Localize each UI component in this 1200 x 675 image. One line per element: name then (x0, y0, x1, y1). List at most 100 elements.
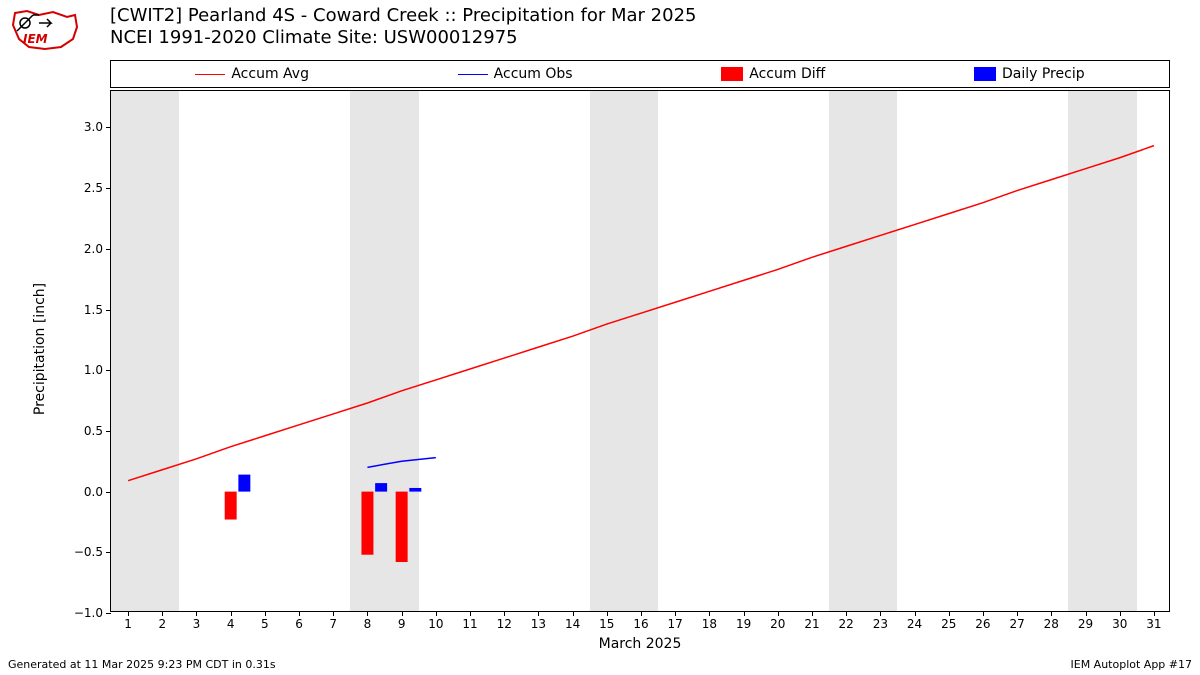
title-line-2: NCEI 1991-2020 Climate Site: USW00012975 (110, 27, 697, 49)
y-tick-mark (106, 370, 111, 371)
x-tick-label: 5 (261, 617, 269, 631)
x-tick-mark (573, 611, 574, 616)
x-tick-label: 1 (124, 617, 132, 631)
x-tick-mark (812, 611, 813, 616)
chart-legend: Accum Avg Accum Obs Accum Diff Daily Precip (110, 60, 1170, 88)
legend-label: Accum Diff (749, 66, 825, 82)
x-tick-label: 19 (736, 617, 751, 631)
title-line-1: [CWIT2] Pearland 4S - Coward Creek :: Pr… (110, 5, 697, 27)
y-tick-mark (106, 552, 111, 553)
y-tick-mark (106, 188, 111, 189)
legend-label: Daily Precip (1002, 66, 1085, 82)
x-tick-mark (675, 611, 676, 616)
legend-item: Accum Diff (721, 66, 825, 82)
x-tick-mark (1120, 611, 1121, 616)
legend-item: Accum Avg (195, 66, 309, 82)
x-tick-mark (1086, 611, 1087, 616)
legend-label: Accum Obs (494, 66, 573, 82)
x-axis-label: March 2025 (580, 636, 700, 652)
footer-app: IEM Autoplot App #17 (1071, 658, 1193, 671)
x-tick-mark (915, 611, 916, 616)
x-tick-mark (641, 611, 642, 616)
x-tick-label: 13 (531, 617, 546, 631)
x-tick-label: 28 (1044, 617, 1059, 631)
y-tick-label: 0.5 (84, 424, 103, 438)
y-axis-label: Precipitation [inch] (32, 279, 48, 419)
x-tick-label: 16 (633, 617, 648, 631)
legend-item: Daily Precip (974, 66, 1085, 82)
y-tick-mark (106, 492, 111, 493)
y-tick-label: −0.5 (74, 545, 103, 559)
x-tick-mark (196, 611, 197, 616)
legend-swatch (195, 74, 225, 75)
x-tick-mark (402, 611, 403, 616)
legend-swatch (974, 67, 996, 81)
x-tick-label: 6 (295, 617, 303, 631)
legend-swatch (721, 67, 743, 81)
x-tick-mark (744, 611, 745, 616)
x-tick-mark (1017, 611, 1018, 616)
legend-label: Accum Avg (231, 66, 309, 82)
x-tick-label: 21 (804, 617, 819, 631)
x-tick-mark (983, 611, 984, 616)
y-tick-label: 2.0 (84, 242, 103, 256)
plot-svg (111, 91, 1171, 613)
x-tick-label: 18 (702, 617, 717, 631)
x-tick-label: 14 (565, 617, 580, 631)
legend-item: Accum Obs (458, 66, 573, 82)
x-tick-mark (333, 611, 334, 616)
y-tick-label: 2.5 (84, 181, 103, 195)
x-tick-label: 27 (1009, 617, 1024, 631)
iem-logo-icon: IEM (5, 5, 85, 55)
x-tick-mark (367, 611, 368, 616)
x-tick-label: 12 (497, 617, 512, 631)
y-tick-mark (106, 613, 111, 614)
y-tick-mark (106, 310, 111, 311)
x-tick-mark (538, 611, 539, 616)
y-tick-label: 0.0 (84, 485, 103, 499)
x-tick-mark (128, 611, 129, 616)
chart-title: [CWIT2] Pearland 4S - Coward Creek :: Pr… (110, 5, 697, 48)
x-tick-label: 3 (193, 617, 201, 631)
x-tick-label: 4 (227, 617, 235, 631)
x-tick-label: 7 (329, 617, 337, 631)
x-tick-mark (162, 611, 163, 616)
y-tick-label: 3.0 (84, 120, 103, 134)
x-tick-label: 30 (1112, 617, 1127, 631)
x-tick-label: 23 (873, 617, 888, 631)
x-tick-mark (949, 611, 950, 616)
x-tick-label: 24 (907, 617, 922, 631)
x-tick-label: 31 (1146, 617, 1161, 631)
svg-text:IEM: IEM (23, 32, 48, 46)
x-tick-mark (299, 611, 300, 616)
y-tick-label: 1.5 (84, 303, 103, 317)
x-tick-label: 10 (428, 617, 443, 631)
footer-generated: Generated at 11 Mar 2025 9:23 PM CDT in … (8, 658, 276, 671)
x-tick-label: 8 (364, 617, 372, 631)
legend-swatch (458, 74, 488, 75)
x-tick-mark (846, 611, 847, 616)
x-tick-mark (709, 611, 710, 616)
x-tick-mark (1051, 611, 1052, 616)
y-tick-label: 1.0 (84, 363, 103, 377)
chart-plot-area: 1234567891011121314151617181920212223242… (110, 90, 1170, 612)
y-tick-label: −1.0 (74, 606, 103, 620)
x-tick-mark (504, 611, 505, 616)
x-tick-mark (470, 611, 471, 616)
x-tick-label: 20 (770, 617, 785, 631)
y-tick-mark (106, 127, 111, 128)
x-tick-mark (778, 611, 779, 616)
x-tick-mark (880, 611, 881, 616)
x-tick-label: 29 (1078, 617, 1093, 631)
x-tick-label: 11 (462, 617, 477, 631)
x-tick-label: 26 (975, 617, 990, 631)
x-tick-label: 22 (839, 617, 854, 631)
x-tick-label: 15 (599, 617, 614, 631)
x-tick-mark (231, 611, 232, 616)
x-tick-mark (607, 611, 608, 616)
x-tick-mark (436, 611, 437, 616)
x-tick-label: 25 (941, 617, 956, 631)
x-tick-mark (1154, 611, 1155, 616)
y-tick-mark (106, 249, 111, 250)
x-tick-label: 17 (668, 617, 683, 631)
